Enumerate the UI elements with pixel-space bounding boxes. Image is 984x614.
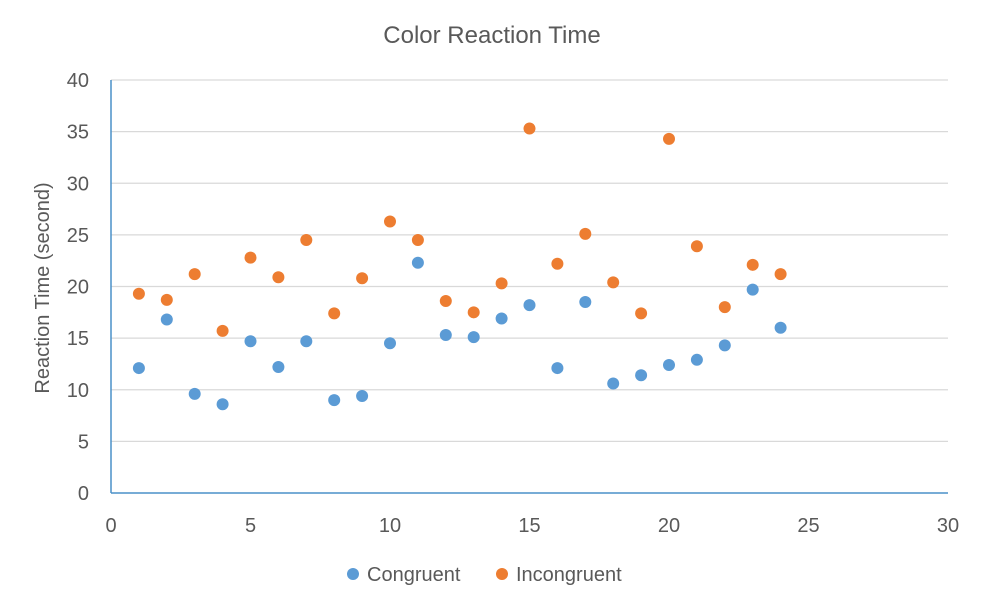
y-tick-label: 10 (67, 380, 89, 402)
data-point-incongruent (635, 307, 648, 320)
data-point-congruent (746, 283, 759, 296)
y-axis-label: Reaction Time (second) (32, 182, 54, 393)
x-tick-label: 5 (245, 515, 256, 537)
data-point-incongruent (132, 287, 145, 300)
data-point-congruent (607, 377, 620, 390)
data-point-congruent (439, 329, 452, 342)
data-point-incongruent (579, 227, 592, 240)
legend-label-congruent: Congruent (367, 564, 461, 586)
data-point-congruent (467, 331, 480, 344)
data-point-incongruent (690, 240, 703, 253)
data-point-incongruent (356, 272, 369, 285)
legend-label-incongruent: Incongruent (516, 564, 622, 586)
data-point-incongruent (384, 215, 396, 228)
data-point-incongruent (160, 293, 173, 306)
data-point-congruent (272, 361, 285, 374)
data-point-incongruent (188, 268, 201, 281)
y-tick-label: 5 (78, 431, 89, 453)
data-point-congruent (663, 358, 675, 371)
data-point-congruent (551, 362, 564, 375)
data-point-congruent (635, 369, 648, 382)
data-point-incongruent (663, 132, 675, 145)
y-tick-label: 30 (67, 173, 89, 195)
tick-labels: 0 5 10 15 20 25 30 35 40 0 5 10 15 20 25 30 (67, 70, 959, 537)
data-point-incongruent (439, 294, 452, 307)
data-point-congruent (495, 312, 508, 325)
y-tick-label: 15 (67, 328, 89, 350)
data-point-congruent (384, 337, 396, 350)
data-point-incongruent (300, 234, 313, 247)
data-point-incongruent (746, 258, 759, 271)
legend-marker-incongruent (496, 568, 508, 580)
data-point-congruent (328, 394, 341, 407)
data-point-congruent (523, 299, 536, 312)
legend: Congruent Incongruent (347, 564, 622, 586)
y-tick-label: 40 (67, 70, 89, 92)
x-tick-label: 10 (379, 515, 401, 537)
y-tick-label: 25 (67, 225, 89, 247)
x-tick-label: 20 (658, 515, 680, 537)
data-point-congruent (132, 362, 145, 375)
chart-title: Color Reaction Time (383, 22, 600, 49)
data-point-congruent (774, 321, 787, 334)
data-point-incongruent (774, 268, 787, 281)
data-point-incongruent (523, 122, 536, 135)
data-point-congruent (356, 389, 369, 402)
data-point-congruent (411, 256, 424, 269)
data-point-incongruent (272, 271, 285, 284)
data-point-incongruent (244, 251, 257, 264)
data-point-congruent (216, 398, 229, 411)
data-point-congruent (579, 295, 592, 308)
axes (110, 80, 948, 494)
data-point-incongruent (328, 307, 341, 320)
y-tick-label: 20 (67, 277, 89, 299)
data-point-congruent (244, 335, 257, 348)
data-points (132, 122, 787, 411)
x-tick-label: 0 (105, 515, 116, 537)
data-point-congruent (160, 313, 173, 326)
data-point-congruent (718, 339, 731, 352)
x-tick-label: 30 (937, 515, 959, 537)
x-tick-label: 15 (518, 515, 540, 537)
data-point-congruent (300, 335, 313, 348)
x-tick-label: 25 (797, 515, 819, 537)
data-point-incongruent (718, 301, 731, 314)
y-tick-label: 35 (67, 122, 89, 144)
data-point-incongruent (495, 277, 508, 290)
data-point-congruent (188, 387, 201, 400)
data-point-incongruent (467, 306, 480, 319)
data-point-incongruent (551, 257, 564, 270)
data-point-incongruent (216, 324, 229, 337)
legend-marker-congruent (347, 568, 359, 580)
data-point-congruent (690, 353, 703, 366)
y-tick-label: 0 (78, 483, 89, 505)
data-point-incongruent (607, 276, 620, 289)
data-point-incongruent (411, 234, 424, 247)
